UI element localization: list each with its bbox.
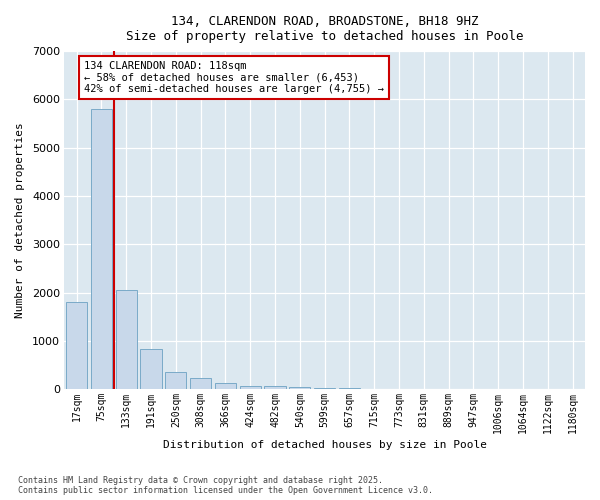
Bar (339, 388, 360, 389)
X-axis label: Distribution of detached houses by size in Poole: Distribution of detached houses by size … (163, 440, 487, 450)
Bar (165, 372, 187, 389)
Y-axis label: Number of detached properties: Number of detached properties (15, 122, 25, 318)
Text: Contains HM Land Registry data © Crown copyright and database right 2025.
Contai: Contains HM Land Registry data © Crown c… (18, 476, 433, 495)
Text: 134 CLARENDON ROAD: 118sqm
← 58% of detached houses are smaller (6,453)
42% of s: 134 CLARENDON ROAD: 118sqm ← 58% of deta… (84, 61, 384, 94)
Bar (116, 290, 137, 389)
Bar (190, 378, 211, 389)
Title: 134, CLARENDON ROAD, BROADSTONE, BH18 9HZ
Size of property relative to detached : 134, CLARENDON ROAD, BROADSTONE, BH18 9H… (126, 15, 523, 43)
Bar (140, 349, 161, 389)
Bar (215, 384, 236, 389)
Bar (265, 386, 286, 389)
Bar (289, 387, 310, 389)
Bar (66, 302, 87, 389)
Bar (91, 109, 112, 389)
Bar (239, 386, 261, 389)
Bar (314, 388, 335, 389)
